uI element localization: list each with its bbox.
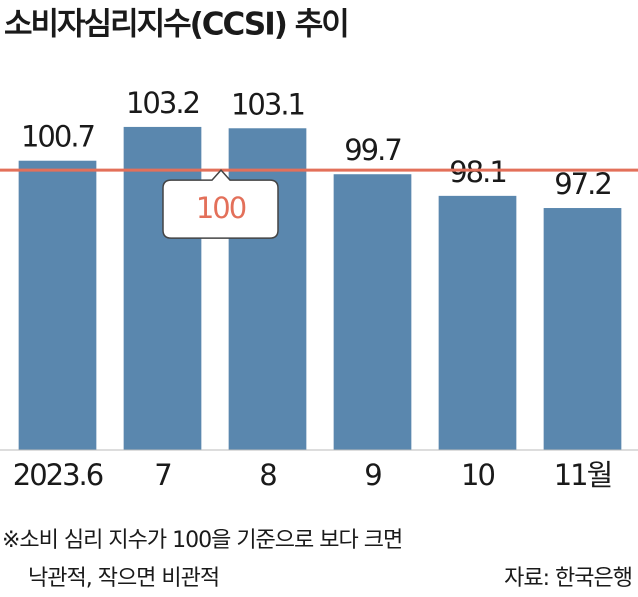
bar [438,195,517,450]
bar [228,128,307,450]
bar [123,126,202,451]
value-label: 98.1 [449,155,506,189]
value-label: 97.2 [554,167,611,201]
footnote: ※소비 심리 지수가 100을 기준으로 보다 크면 [2,528,402,553]
value-label: 99.7 [344,133,401,167]
x-tick-label: 8 [259,458,276,492]
value-label: 100.7 [21,120,94,154]
callout-box [162,169,279,239]
reference-label: 100 [196,191,246,225]
bar [18,160,97,450]
bar [333,174,412,450]
chart-title: 소비자심리지수(CCSI) 추이 [4,7,348,43]
footnote: 낙관적, 작으면 비관적 [28,566,219,591]
x-tick-label: 10 [461,458,494,492]
source: 자료: 한국은행 [504,566,632,591]
x-tick-label: 2023.6 [13,458,103,492]
value-label: 103.2 [126,86,199,120]
x-tick-label: 9 [364,458,381,492]
value-label: 103.1 [231,87,304,121]
bar [543,208,622,450]
x-tick-label: 11월 [554,458,612,492]
x-tick-label: 7 [154,458,170,492]
